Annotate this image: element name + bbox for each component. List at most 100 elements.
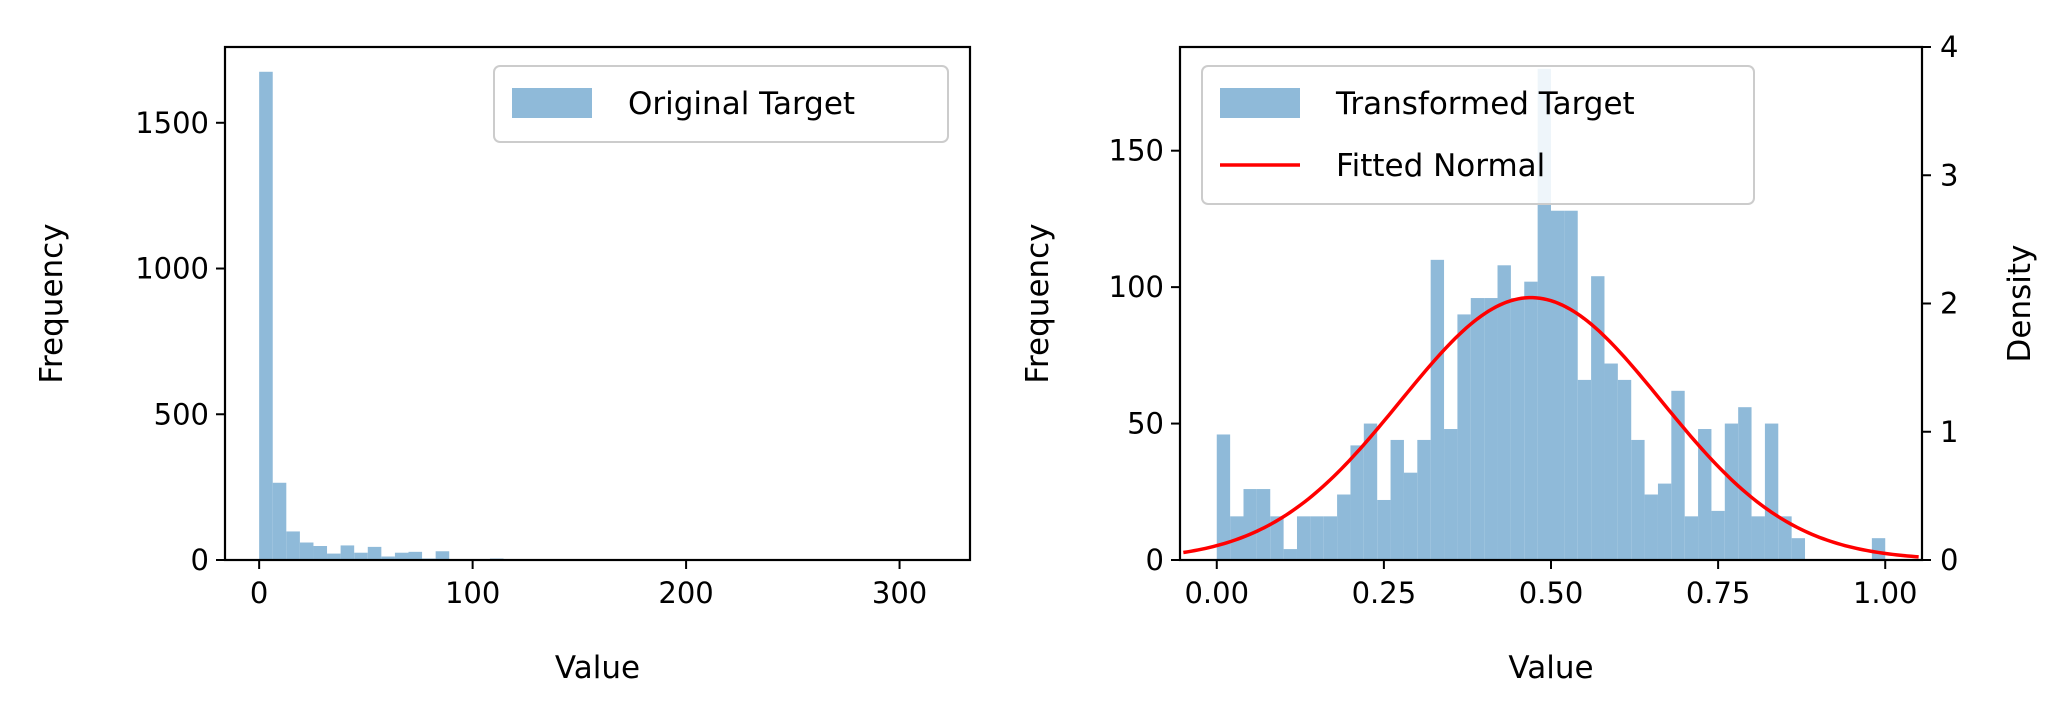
- legend-box: [1201, 65, 1755, 205]
- histogram-bar: [1591, 276, 1605, 560]
- histogram-bar: [1617, 379, 1632, 560]
- y2-tick-label: 3: [1940, 158, 1958, 192]
- legend-box: [493, 65, 949, 143]
- histogram-bar: [299, 542, 314, 560]
- y-axis-label: Frequency: [34, 223, 70, 383]
- histogram-bars: [259, 71, 938, 560]
- y-axis-label: Frequency: [1020, 223, 1056, 383]
- histogram-transformed-chart: 0.00 0.25 0.50 0.75 1.00 0 50 100 150 0 1 2 3 4 Val…: [1020, 30, 2038, 686]
- histogram-bar: [1497, 265, 1511, 560]
- histogram-bar: [1390, 439, 1404, 560]
- y-tick-label: 500: [154, 397, 209, 431]
- histogram-bar: [354, 552, 368, 560]
- x-tick-label: 0.25: [1352, 576, 1417, 610]
- histogram-bar: [1738, 407, 1752, 560]
- histogram-bar: [1283, 549, 1297, 560]
- x-axis-label: Value: [555, 650, 640, 686]
- y2-tick-label: 1: [1940, 415, 1958, 449]
- y2-tick-label: 0: [1940, 543, 1958, 577]
- fitted-normal-curve: [1183, 295, 1919, 559]
- histogram-bar: [1457, 314, 1471, 560]
- y-tick-label: 1000: [135, 252, 209, 286]
- axes-frame: [223, 45, 972, 562]
- legend-label-original-target: Original Target: [628, 86, 855, 122]
- histogram-bar: [1484, 298, 1498, 560]
- histogram-bar: [1310, 516, 1324, 560]
- x-axis-label: Value: [1508, 650, 1593, 686]
- histogram-bar: [286, 531, 300, 560]
- histogram-bar: [1631, 439, 1645, 560]
- histogram-bar: [408, 551, 423, 560]
- histogram-bar: [367, 546, 382, 560]
- y-tick-label: 150: [1109, 134, 1164, 168]
- x-axis-ticks: 0.00 0.25 0.50 0.75 1.00: [1184, 560, 1918, 610]
- histogram-bar: [1671, 390, 1685, 560]
- y2-tick-label: 2: [1940, 287, 1958, 321]
- histogram-bar: [1256, 489, 1271, 560]
- histogram-bar: [1403, 472, 1418, 560]
- legend: Transformed Target Fitted Normal: [1201, 65, 1755, 205]
- y-tick-label: 0: [191, 543, 209, 577]
- x-tick-label: 100: [445, 576, 500, 610]
- x-tick-label: 0.50: [1519, 576, 1584, 610]
- x-tick-label: 0.00: [1184, 576, 1249, 610]
- x-tick-label: 300: [872, 576, 927, 610]
- x-tick-label: 200: [658, 576, 713, 610]
- histogram-bar: [435, 551, 450, 560]
- histogram-bar: [1711, 510, 1725, 560]
- y-axis-ticks: 0 50 100 150: [1109, 134, 1180, 577]
- secondary-y-axis-ticks: 0 1 2 3 4: [1922, 30, 1958, 577]
- histogram-bar: [1296, 516, 1311, 560]
- histogram-bar: [1684, 516, 1699, 560]
- histogram-bar: [1270, 516, 1284, 560]
- y-tick-label: 1500: [135, 106, 209, 140]
- histogram-bar: [1698, 429, 1712, 560]
- histogram-bar: [1751, 516, 1765, 560]
- histogram-bar: [1871, 538, 1886, 560]
- legend-swatch-transformed-target: [1220, 88, 1300, 118]
- y2-tick-label: 4: [1940, 30, 1958, 64]
- histogram-bar: [1350, 445, 1364, 560]
- histogram-bar: [1243, 489, 1257, 560]
- histogram-bar: [340, 545, 355, 560]
- histogram-bar: [1337, 494, 1351, 560]
- histogram-bar: [1216, 434, 1231, 560]
- histogram-bar: [259, 71, 273, 560]
- histogram-bar: [381, 556, 395, 560]
- x-tick-label: 1.00: [1853, 576, 1918, 610]
- histogram-bar: [1778, 516, 1792, 560]
- legend: Original Target: [493, 65, 949, 143]
- histogram-bar: [327, 553, 341, 560]
- histogram-bar: [1470, 298, 1485, 560]
- y-tick-label: 0: [1146, 543, 1164, 577]
- histogram-bar: [394, 552, 409, 560]
- histogram-bar: [1444, 429, 1458, 560]
- histogram-bar: [1577, 379, 1592, 560]
- histogram-bar: [1363, 423, 1378, 560]
- legend-swatch-original-target: [512, 88, 592, 118]
- y-tick-label: 100: [1109, 270, 1164, 304]
- histogram-bar: [1764, 423, 1779, 560]
- histogram-bar: [1551, 210, 1565, 561]
- y-tick-label: 50: [1127, 407, 1164, 441]
- histogram-bar: [313, 546, 328, 560]
- histogram-bar: [1524, 281, 1538, 560]
- histogram-bar: [1724, 423, 1739, 560]
- histogram-bar: [1791, 538, 1806, 560]
- histogram-bar: [1604, 363, 1618, 560]
- histogram-bar: [1510, 298, 1525, 560]
- histogram-bar: [1323, 516, 1338, 560]
- histogram-bar: [1564, 210, 1578, 561]
- legend-label-fitted-normal: Fitted Normal: [1336, 148, 1545, 184]
- histogram-bar: [1417, 439, 1431, 560]
- histogram-bar: [1644, 494, 1658, 560]
- histogram-bar: [272, 482, 287, 560]
- histogram-bar: [1657, 483, 1672, 560]
- histogram-bar: [1377, 499, 1391, 560]
- y-axis-ticks: 0 500 1000 1500: [135, 106, 225, 577]
- histogram-bar: [1430, 259, 1445, 560]
- x-axis-ticks: 0 100 200 300: [250, 560, 927, 610]
- x-tick-label: 0.75: [1686, 576, 1751, 610]
